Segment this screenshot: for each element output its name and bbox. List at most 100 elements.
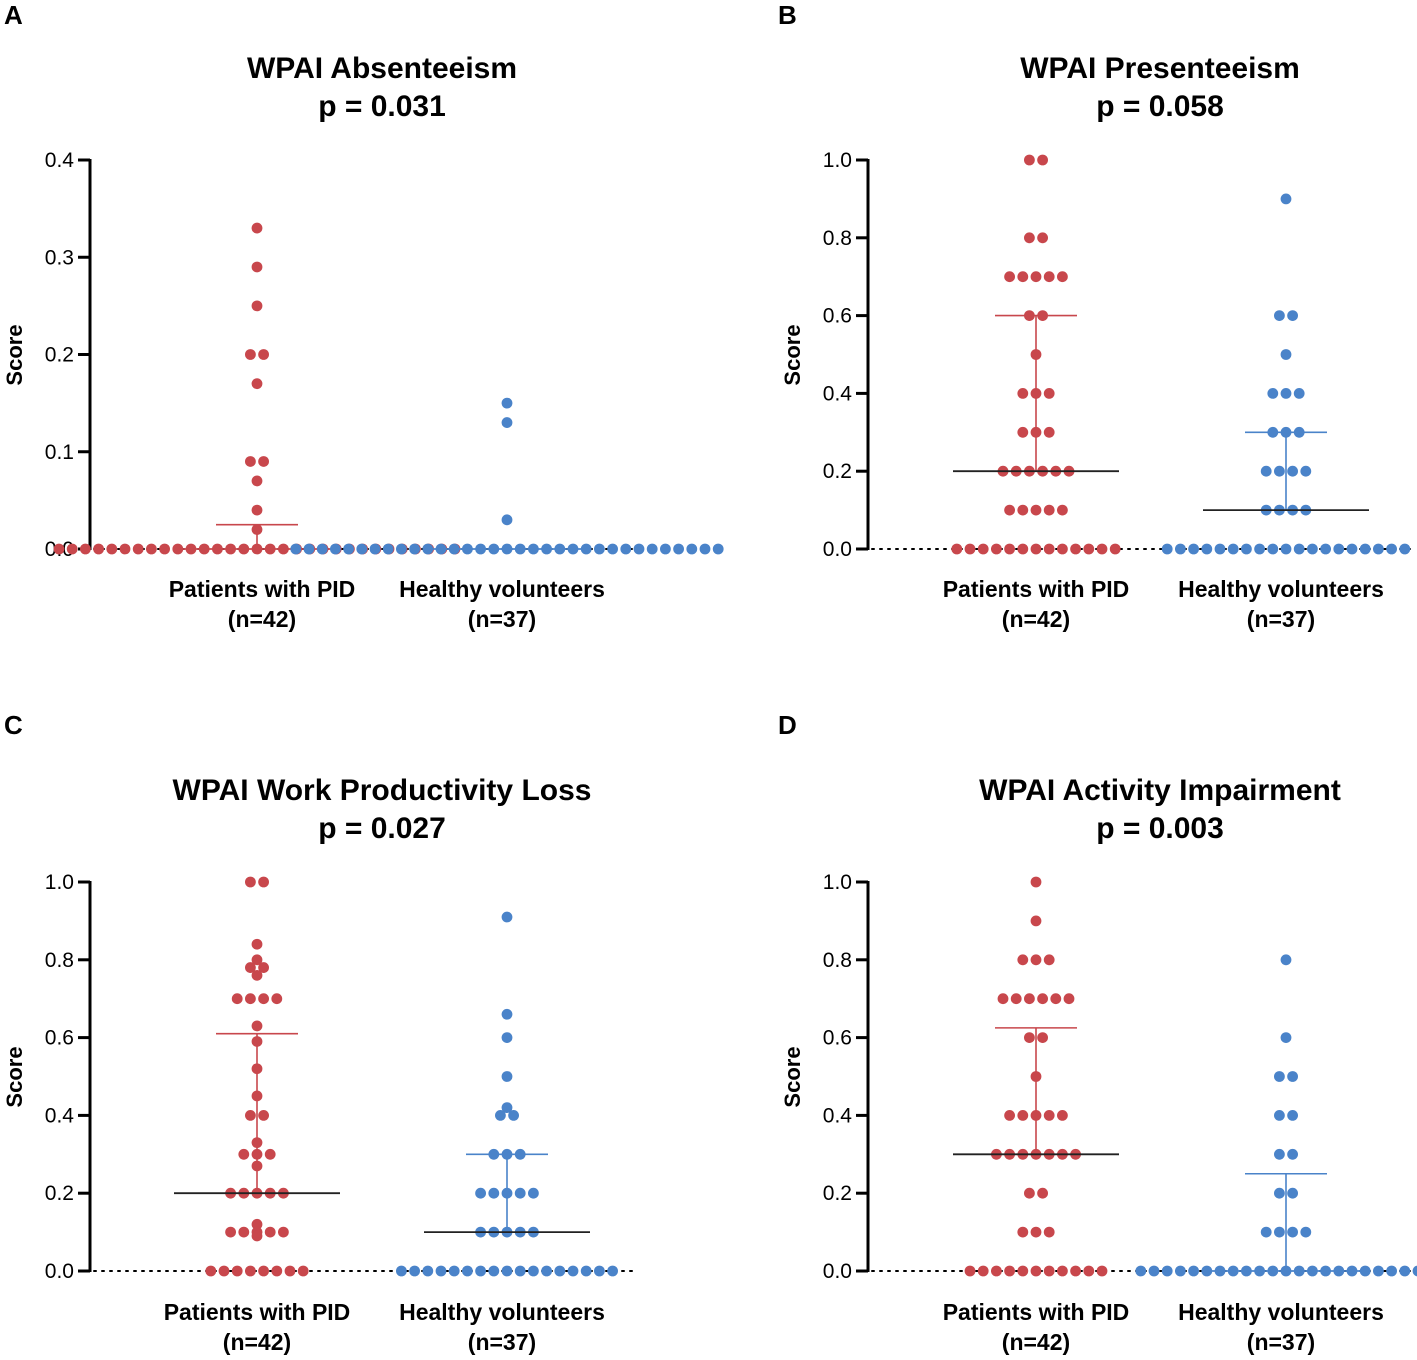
data-point <box>997 993 1009 1005</box>
data-point <box>80 543 91 555</box>
data-point <box>1386 1265 1397 1277</box>
p-value: p = 0.027 <box>318 812 446 845</box>
data-point <box>1030 1110 1042 1121</box>
data-point <box>1320 543 1331 555</box>
data-point <box>1293 543 1305 555</box>
data-point <box>1359 543 1371 555</box>
data-point <box>251 1090 263 1102</box>
data-point <box>1293 388 1305 399</box>
data-point <box>1280 954 1292 966</box>
panel-c: C WPAI Work Productivity Loss p = 0.027 … <box>2 710 636 1355</box>
data-point <box>1024 154 1035 166</box>
data-point <box>1057 1110 1068 1121</box>
data-point <box>1017 1226 1029 1238</box>
data-point <box>991 543 1002 555</box>
data-point <box>1024 232 1035 244</box>
data-point <box>251 1063 263 1075</box>
data-point <box>633 543 645 555</box>
data-point <box>699 543 711 555</box>
y-axis-title: Score <box>2 324 27 385</box>
data-point <box>580 1265 592 1277</box>
data-point <box>409 1265 420 1277</box>
data-point <box>686 543 698 555</box>
data-point <box>251 938 263 950</box>
data-point <box>1037 1187 1048 1199</box>
y-axis-title: Score <box>780 1046 805 1107</box>
data-point <box>495 1110 506 1121</box>
data-point <box>1260 1226 1272 1238</box>
data-point <box>712 543 724 555</box>
plot-area: 0.00.10.20.30.4 <box>45 149 724 561</box>
y-tick-label: 0.1 <box>45 441 74 464</box>
plot-area: 0.0 0.2 0.4 0.6 0.8 1.0 <box>823 149 1414 561</box>
y-axis-title: Score <box>2 1046 27 1107</box>
data-point <box>1096 543 1108 555</box>
p-value: p = 0.003 <box>1096 812 1224 845</box>
data-point <box>1373 543 1384 555</box>
y-tick-label: 0.6 <box>45 1027 74 1050</box>
x-category-n: (n=42) <box>223 1329 291 1355</box>
data-point <box>1030 271 1042 283</box>
data-point <box>1287 1187 1298 1199</box>
data-point <box>1201 543 1213 555</box>
data-point <box>382 543 394 555</box>
data-point <box>1043 388 1055 399</box>
data-point <box>1030 349 1042 360</box>
data-point <box>1161 1265 1173 1277</box>
x-category-label: Patients with PID <box>943 576 1130 602</box>
y-tick-label: 0.4 <box>45 149 75 172</box>
data-point <box>1274 310 1285 321</box>
y-tick-label: 0.4 <box>823 382 853 405</box>
data-point <box>488 1187 500 1199</box>
data-point <box>1017 504 1029 516</box>
data-point <box>462 1265 473 1277</box>
data-point <box>245 1110 256 1121</box>
y-tick-label: 1.0 <box>45 871 74 894</box>
y-tick-label: 1.0 <box>823 871 852 894</box>
data-point <box>264 1226 276 1238</box>
data-point <box>1175 543 1186 555</box>
data-point <box>1267 543 1279 555</box>
data-point <box>258 349 269 360</box>
data-point <box>1004 543 1015 555</box>
data-point <box>1260 465 1272 477</box>
data-point <box>1030 915 1042 927</box>
data-point <box>501 1265 513 1277</box>
x-category-label: Healthy volunteers <box>399 1299 605 1325</box>
data-point <box>1057 543 1068 555</box>
data-point <box>1043 426 1055 438</box>
data-point <box>1024 310 1035 321</box>
data-point <box>1280 426 1292 438</box>
y-tick-label: 0.4 <box>823 1104 853 1127</box>
data-point <box>1063 993 1075 1005</box>
data-point <box>290 543 302 555</box>
data-point <box>488 1265 500 1277</box>
data-point <box>422 1265 434 1277</box>
data-point <box>1399 1265 1411 1277</box>
data-point <box>501 911 513 923</box>
data-point <box>251 261 263 273</box>
data-point <box>435 1265 447 1277</box>
data-point <box>409 543 420 555</box>
x-category-label: Patients with PID <box>943 1299 1130 1325</box>
data-point <box>1030 1265 1042 1277</box>
data-point <box>991 1265 1002 1277</box>
data-point <box>1017 426 1029 438</box>
data-point <box>1030 954 1042 966</box>
data-point <box>258 993 269 1005</box>
x-category-label: Healthy volunteers <box>1178 576 1384 602</box>
data-point <box>1070 543 1081 555</box>
data-point <box>1037 232 1048 244</box>
data-point <box>1287 465 1298 477</box>
data-point <box>1287 1110 1298 1121</box>
data-point <box>1004 1110 1015 1121</box>
data-point <box>271 1265 283 1277</box>
data-point <box>1386 543 1397 555</box>
data-point <box>1412 1265 1417 1277</box>
data-point <box>514 1187 526 1199</box>
data-point <box>1274 1226 1285 1238</box>
data-point <box>1161 543 1173 555</box>
y-tick-label: 1.0 <box>823 149 852 172</box>
data-point <box>501 397 513 409</box>
